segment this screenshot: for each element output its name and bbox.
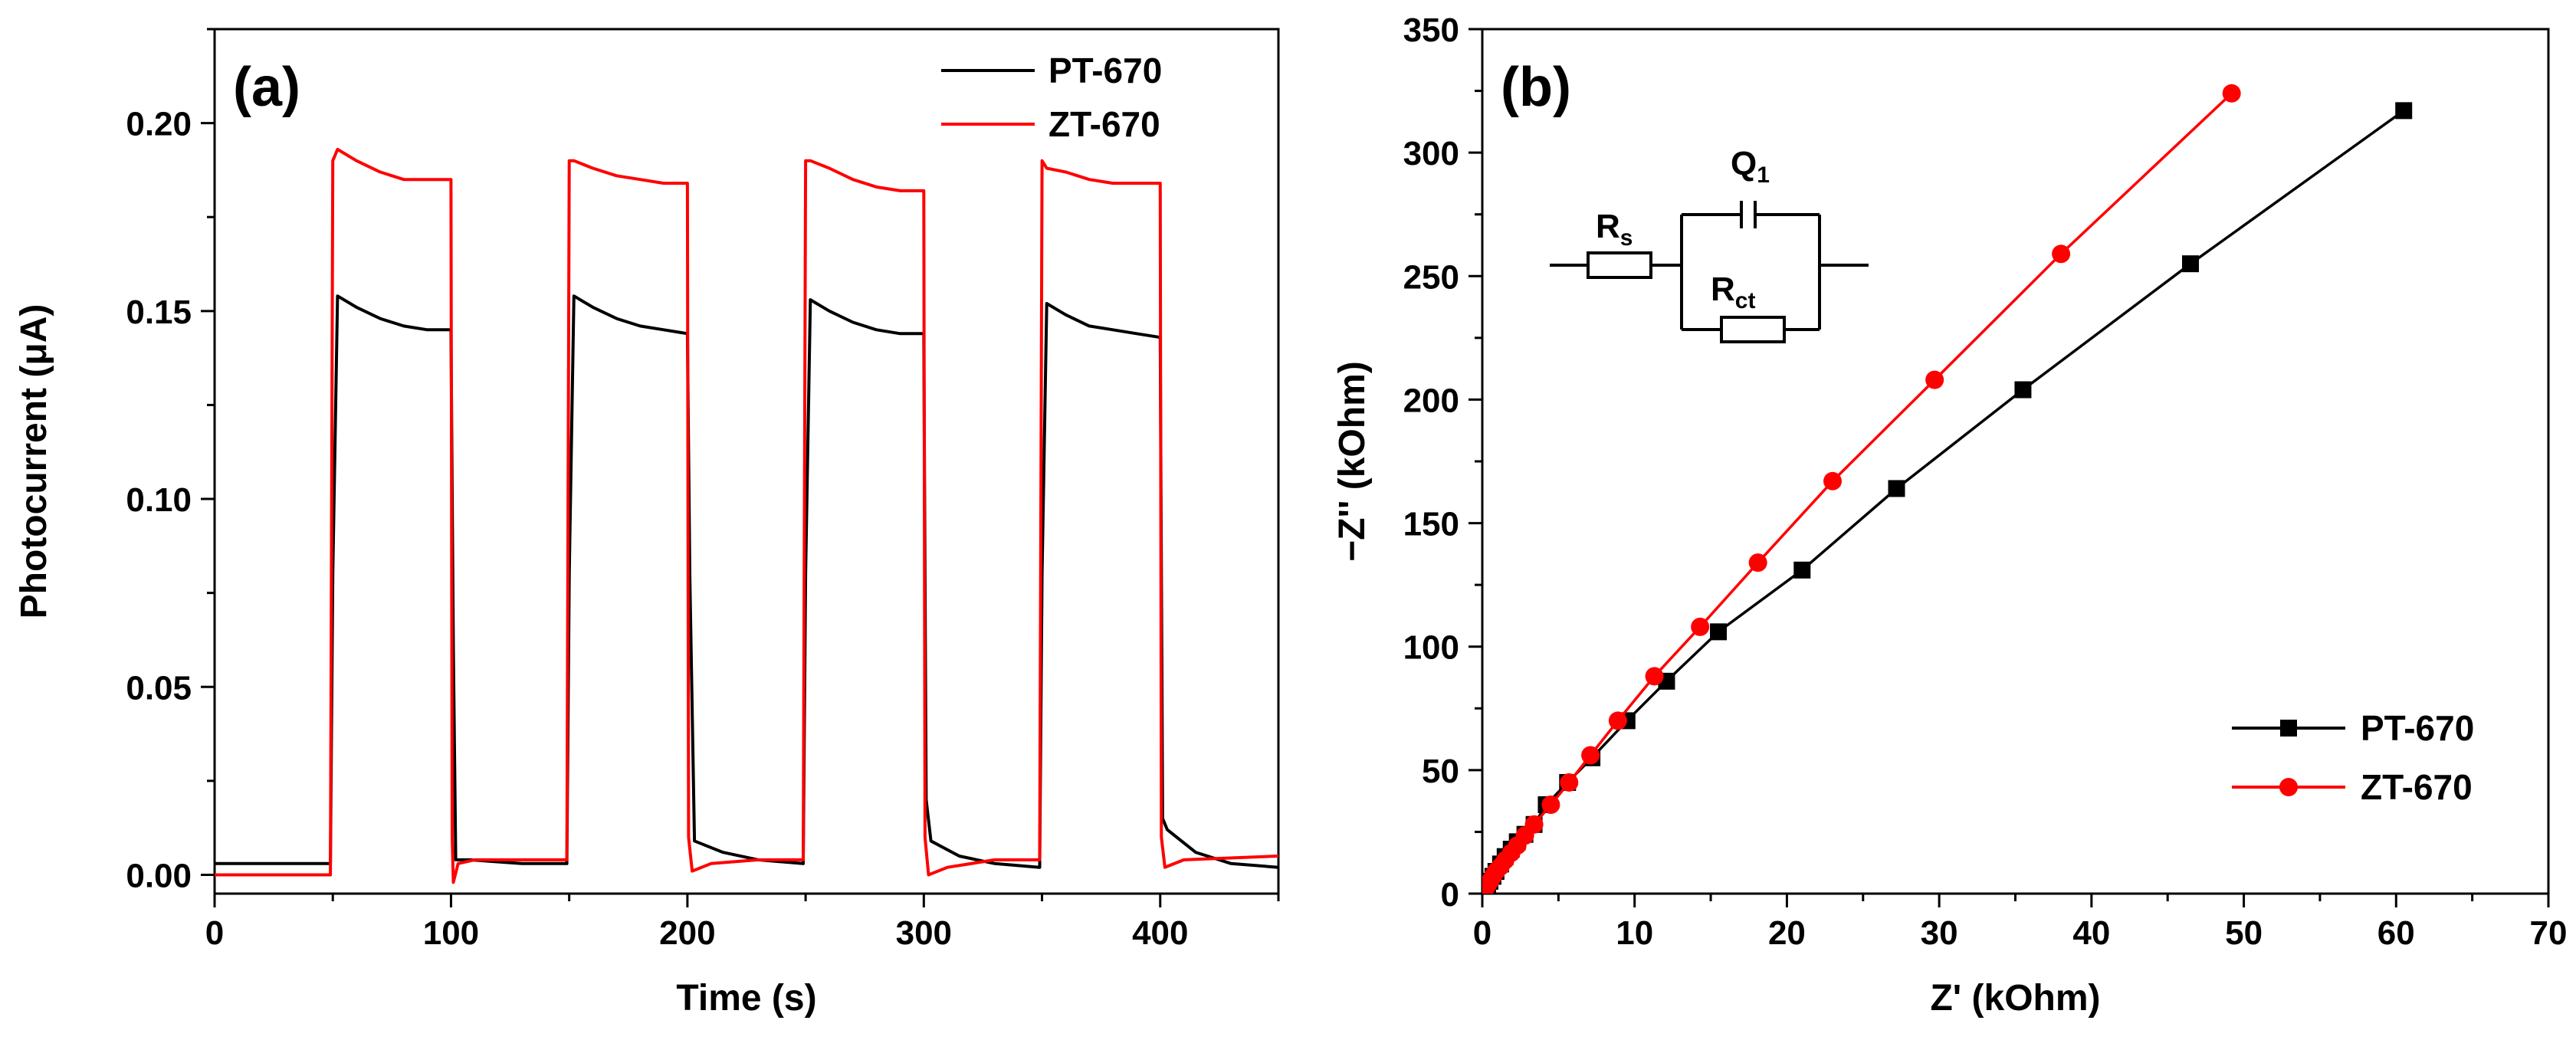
circuit-label: Rs [1596, 208, 1633, 251]
data-point-circle [1645, 667, 1664, 686]
resistor-rs [1587, 251, 1652, 279]
y-tick-label: 0.15 [126, 294, 192, 331]
data-point-square [2182, 255, 2200, 273]
circuit-label-sub: 1 [1757, 162, 1770, 188]
legend: PT-670 ZT-670 [941, 51, 1162, 144]
x-tick-label: 50 [2225, 914, 2263, 952]
y-tick-label: 350 [1403, 11, 1459, 49]
plot-frame [1481, 28, 2550, 895]
y-axis-label: −Z'' (kOhm) [1332, 361, 1373, 562]
circuit-label-sub: s [1620, 225, 1633, 251]
data-point-square [2014, 381, 2032, 399]
legend-label: ZT-670 [1048, 104, 1160, 144]
y-tick-label: 0.05 [126, 669, 192, 707]
data-point-circle [2222, 84, 2241, 103]
x-tick-label: 30 [1921, 914, 1958, 952]
legend-marker-circle [2279, 778, 2298, 796]
legend-label: PT-670 [2361, 708, 2474, 748]
series-line-pt-670 [215, 294, 1278, 869]
circuit-label-main: R [1711, 271, 1735, 308]
x-tick-label: 40 [2072, 914, 2110, 952]
y-tick-label: 100 [1403, 629, 1459, 667]
data-point-circle [1748, 553, 1767, 573]
data-point-circle [1541, 795, 1560, 814]
data-point-circle [1581, 746, 1600, 765]
circuit-label-main: R [1596, 208, 1620, 245]
y-tick-label: 150 [1403, 506, 1459, 543]
resistor-rct [1720, 316, 1786, 343]
data-point-square [1710, 623, 1728, 641]
data-point-square [1888, 480, 1905, 497]
legend-label: ZT-670 [2361, 767, 2473, 807]
x-tick-label: 100 [423, 914, 479, 952]
x-tick-label: 300 [896, 914, 952, 952]
y-tick-label: 50 [1422, 753, 1459, 790]
x-tick-label: 0 [205, 914, 224, 952]
data-point-circle [1691, 617, 1710, 636]
panel-b: 0 10 20 30 40 50 60 70 0 50 100 150 200 250 300 350 Z' (… [1332, 11, 2567, 1019]
data-point-square [1793, 561, 1811, 579]
data-point-circle [1560, 773, 1579, 792]
legend: PT-670 ZT-670 [2232, 708, 2474, 807]
legend-marker-square [2280, 720, 2297, 737]
panel-label: (b) [1501, 57, 1571, 118]
y-tick-label: 0.10 [126, 481, 192, 519]
data-point-circle [1823, 471, 1843, 490]
data-point-circle [1608, 711, 1627, 730]
x-tick-label: 0 [1473, 914, 1491, 952]
circuit-label-main: Q [1731, 145, 1757, 182]
panel-a: 0 100 200 300 400 0.00 0.05 0.10 0.15 0.20 Time (s… [14, 28, 1280, 1019]
x-tick-label: 70 [2530, 914, 2568, 952]
x-tick-label: 60 [2377, 914, 2415, 952]
plot-frame [213, 28, 1280, 895]
data-point-circle [1524, 815, 1544, 834]
data-point-circle [2052, 244, 2071, 264]
panel-label: (a) [233, 57, 300, 118]
series-line-zt-670 [215, 147, 1278, 884]
circuit-label: Rct [1711, 271, 1755, 313]
y-axis-label: Photocurrent (μA) [14, 304, 54, 619]
x-tick-label: 400 [1132, 914, 1188, 952]
x-tick-label: 20 [1768, 914, 1806, 952]
legend-label: PT-670 [1048, 51, 1162, 90]
y-tick-label: 200 [1403, 382, 1459, 419]
circuit-label-sub: ct [1735, 288, 1756, 313]
y-tick-label: 250 [1403, 258, 1459, 296]
x-tick-label: 200 [659, 914, 715, 952]
data-point-square [2395, 102, 2413, 120]
x-tick-label: 10 [1616, 914, 1653, 952]
plot-area [1482, 84, 2413, 894]
equivalent-circuit-inset [1550, 201, 1869, 343]
x-axis-label: Z' (kOhm) [1930, 978, 2100, 1019]
plot-area [215, 147, 1278, 884]
y-tick-label: 0.00 [126, 857, 192, 894]
data-point-circle [1925, 370, 1944, 389]
circuit-label: Q1 [1731, 145, 1770, 188]
y-tick-label: 0.20 [126, 106, 192, 143]
x-axis-label: Time (s) [676, 978, 816, 1019]
y-tick-label: 300 [1403, 135, 1459, 172]
y-tick-label: 0 [1441, 876, 1459, 914]
